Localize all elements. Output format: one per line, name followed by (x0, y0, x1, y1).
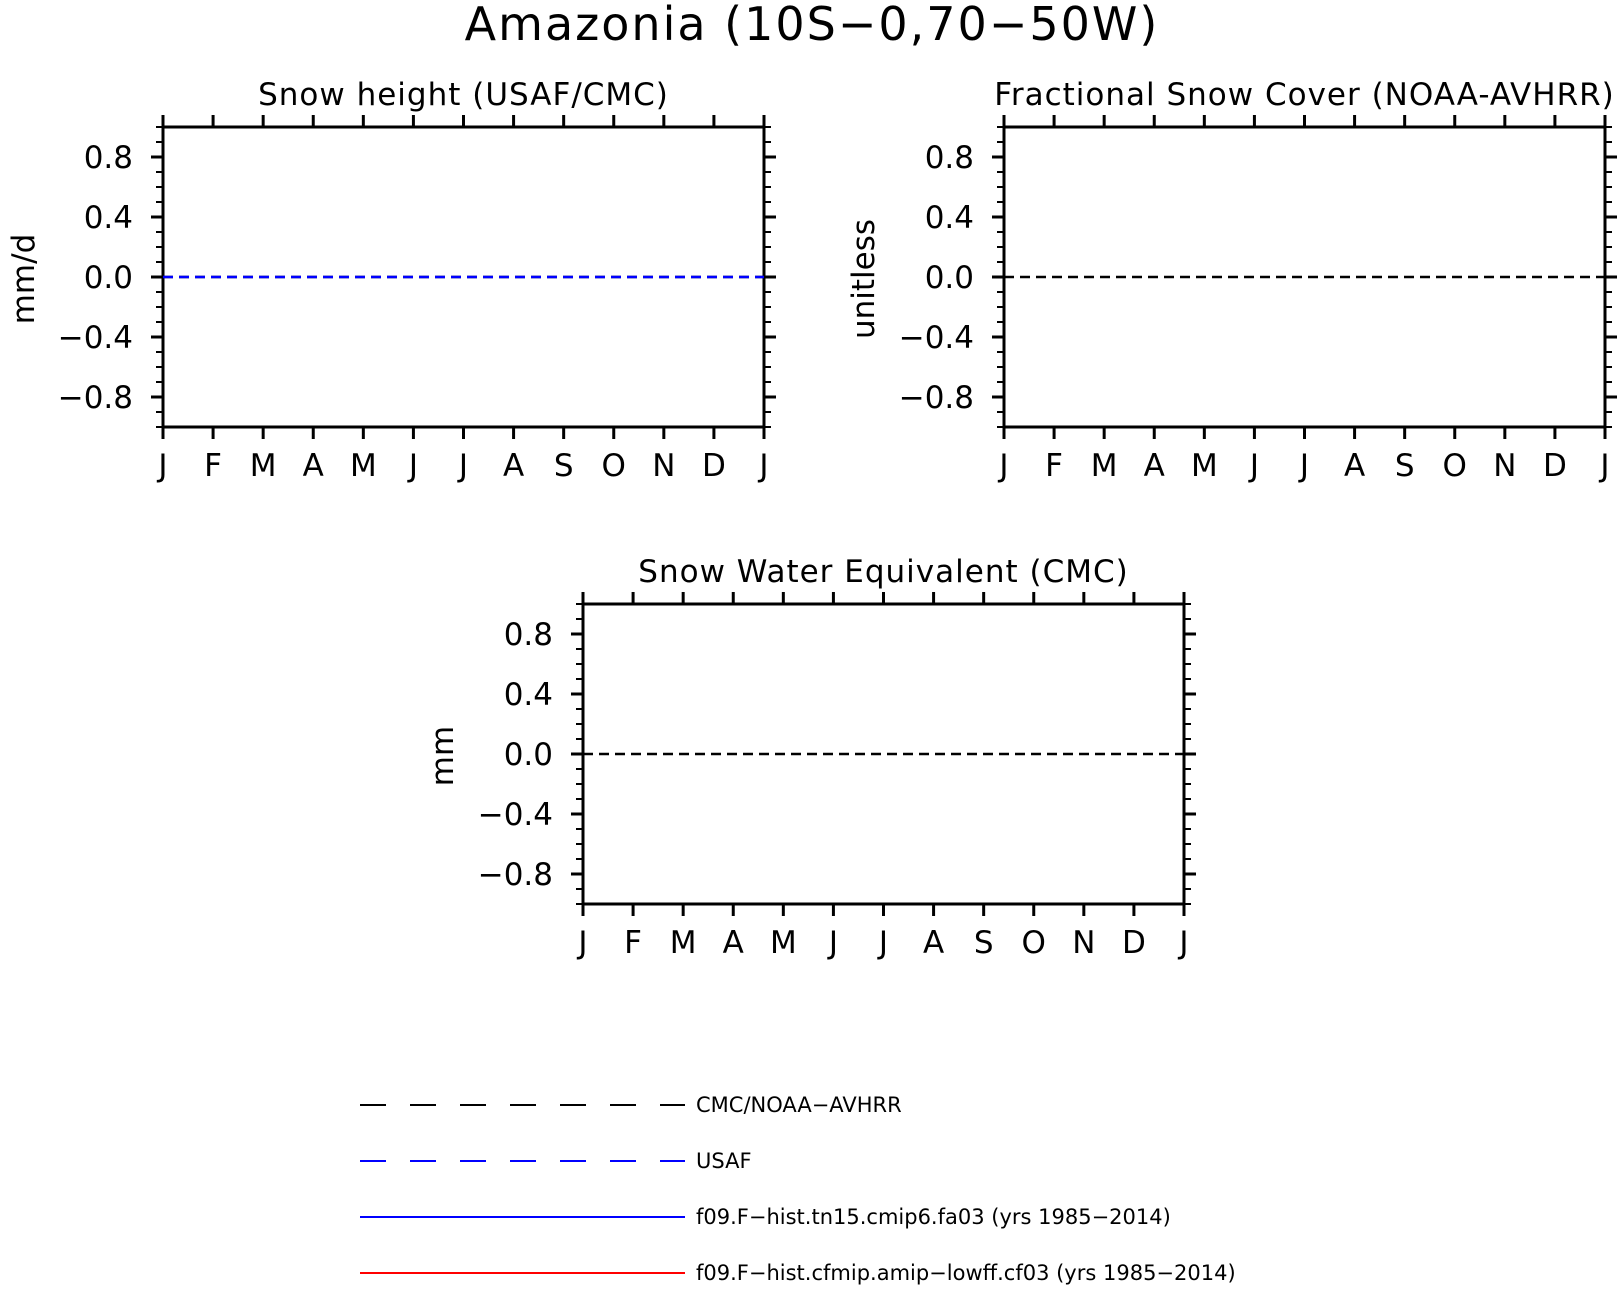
x-tick-label: J (877, 925, 888, 961)
x-tick-label: J (576, 925, 587, 961)
x-tick-label: N (1072, 925, 1095, 961)
x-tick-label: D (1122, 925, 1146, 961)
x-tick-label: A (503, 448, 524, 484)
x-tick-label: D (1543, 448, 1567, 484)
x-tick-label: J (156, 448, 167, 484)
y-tick-label: 0.4 (925, 200, 974, 236)
plot-frame (161, 125, 766, 429)
x-tick-label: F (624, 925, 642, 961)
legend-label: f09.F−hist.cfmip.amip−lowff.cf03 (yrs 19… (696, 1261, 1236, 1285)
legend-entry: f09.F−hist.cfmip.amip−lowff.cf03 (yrs 19… (360, 1261, 1236, 1285)
y-tick-label: 0.0 (925, 260, 974, 296)
x-tick-label: S (974, 925, 994, 961)
x-tick-label: M (670, 925, 697, 961)
y-tick-label: −0.4 (478, 797, 553, 833)
x-tick-label: A (1344, 448, 1365, 484)
panels: Snow height (USAF/CMC)mm/dJ F M A M J J A S O N D J0… (6, 77, 1617, 961)
x-tick-label: M (770, 925, 797, 961)
x-tick-label: N (1493, 448, 1516, 484)
y-tick-label: 0.8 (925, 140, 974, 176)
x-tick-label: M (1091, 448, 1118, 484)
x-tick-label: O (602, 448, 626, 484)
x-tick-label: J (457, 448, 468, 484)
y-tick-label: 0.4 (84, 200, 133, 236)
y-axis-label: mm/d (6, 234, 42, 325)
y-tick-label: −0.8 (478, 857, 553, 893)
legend-label: CMC/NOAA−AVHRR (696, 1093, 902, 1117)
x-tick-label: S (554, 448, 574, 484)
legend-label: f09.F−hist.tn15.cmip6.fa03 (yrs 1985−201… (696, 1205, 1171, 1229)
chart-title: Fractional Snow Cover (NOAA-AVHRR) (994, 77, 1615, 113)
x-tick-label: J (1298, 448, 1309, 484)
y-tick-label: 0.0 (84, 260, 133, 296)
legend-label: USAF (696, 1149, 752, 1173)
plot-frame (581, 602, 1186, 906)
chart-panel: Fractional Snow Cover (NOAA-AVHRR) unitle… (846, 77, 1617, 484)
x-tick-label: O (1443, 448, 1467, 484)
x-tick-label: J (1598, 448, 1609, 484)
x-tick-label: D (702, 448, 726, 484)
x-tick-label: A (303, 448, 324, 484)
y-axis-label: unitless (846, 219, 882, 339)
legend-entry: f09.F−hist.tn15.cmip6.fa03 (yrs 1985−201… (360, 1205, 1171, 1229)
x-tick-label: M (350, 448, 377, 484)
y-tick-label: −0.4 (899, 320, 974, 356)
legend-entry: USAF (360, 1149, 752, 1173)
chart-panel: Snow Water Equivalent (CMC)mmJ F M A M J J A S O N… (425, 554, 1196, 961)
chart-title: Snow Water Equivalent (CMC) (638, 554, 1128, 590)
figure-title: Amazonia (10S−0,70−50W) (465, 0, 1160, 51)
y-tick-label: 0.4 (504, 677, 553, 713)
chart-panel: Snow height (USAF/CMC)mm/dJ F M A M J J A S O N D J0… (6, 77, 776, 484)
y-tick-label: 0.8 (84, 140, 133, 176)
x-tick-label: J (1248, 448, 1259, 484)
x-tick-label: J (1177, 925, 1188, 961)
x-tick-label: N (652, 448, 675, 484)
y-tick-label: −0.4 (58, 320, 133, 356)
x-tick-label: S (1395, 448, 1415, 484)
x-tick-label: O (1022, 925, 1046, 961)
x-tick-label: A (723, 925, 744, 961)
plot-frame (1002, 125, 1607, 429)
legend-entry: CMC/NOAA−AVHRR (360, 1093, 902, 1117)
x-tick-label: F (1045, 448, 1063, 484)
x-tick-label: J (407, 448, 418, 484)
x-tick-label: J (757, 448, 768, 484)
legend: CMC/NOAA−AVHRR USAF f09.F−hist.tn15.cmip6.… (360, 1093, 1236, 1285)
x-tick-label: A (923, 925, 944, 961)
x-tick-label: J (997, 448, 1008, 484)
x-tick-label: J (827, 925, 838, 961)
x-tick-label: A (1144, 448, 1165, 484)
y-tick-label: 0.8 (504, 617, 553, 653)
x-tick-label: F (204, 448, 222, 484)
y-tick-label: 0.0 (504, 737, 553, 773)
y-tick-label: −0.8 (899, 380, 974, 416)
x-tick-label: M (1191, 448, 1218, 484)
chart-title: Snow height (USAF/CMC) (258, 77, 669, 113)
x-tick-label: M (250, 448, 277, 484)
y-tick-label: −0.8 (58, 380, 133, 416)
y-axis-label: mm (425, 726, 461, 786)
